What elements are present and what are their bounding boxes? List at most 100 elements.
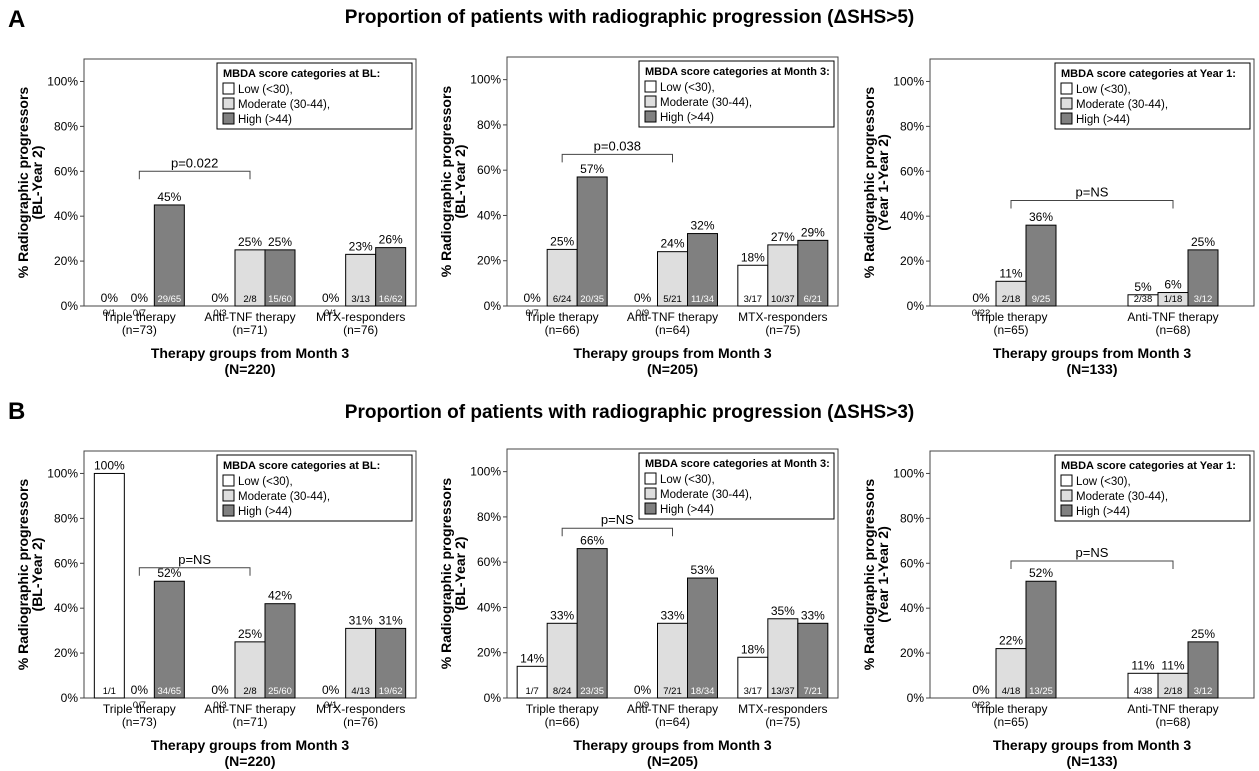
chart2-y-tick-label: 100% <box>470 73 501 87</box>
chart1-y-axis-label: % Radiographic progressors <box>15 87 31 279</box>
chart2-bar-count-label: 10/37 <box>771 294 795 305</box>
chart2-y-axis-label: (BL-Year 2) <box>452 145 468 219</box>
chart6-legend-entry: Low (<30), <box>1076 476 1131 488</box>
chart4-legend-swatch <box>222 504 235 517</box>
chart6-plot-frame <box>929 450 1255 699</box>
chart6-x-axis-title: Therapy groups from Month 3 <box>993 737 1192 753</box>
chart2-bar-value-label: 57% <box>580 162 604 176</box>
chart4-bar-count-label: 19/62 <box>379 686 403 697</box>
chart3-y-tick-label: 0% <box>907 299 925 313</box>
chart3-y-tick-label: 20% <box>900 254 924 268</box>
chart2-category-label: Anti-TNF therapy <box>627 310 718 324</box>
chart3-bar-count-label: 9/25 <box>1032 294 1051 305</box>
chart3-bar-count-label: 3/12 <box>1194 294 1213 305</box>
chart1-category-label: Anti-TNF therapy <box>204 310 295 324</box>
chart5-y-tick-label: 80% <box>477 510 501 524</box>
chart5-bar <box>767 618 799 699</box>
chart4-legend-swatch <box>222 474 235 487</box>
chart5-bar-value-label: 14% <box>520 651 544 665</box>
chart5-significance-bracket <box>561 527 673 537</box>
chart5-bar-value-label: 66% <box>580 534 604 548</box>
chart1-legend-title: MBDA score categories at BL: <box>223 68 380 80</box>
chart1-x-axis-subtitle: (N=220) <box>225 361 276 377</box>
chart6-bar-value-label: 52% <box>1029 566 1053 580</box>
chart6-category-label: Triple therapy <box>975 702 1048 716</box>
chart3-bar-value-label: 11% <box>999 266 1022 280</box>
chart1-bar-value-label: 25% <box>268 235 292 249</box>
chart4-category-label: MTX-responders <box>316 702 405 716</box>
chart2-category-label: Triple therapy <box>526 310 599 324</box>
chart3-bar-value-label: 6% <box>1164 278 1182 292</box>
chart2-significance-bracket <box>561 153 673 163</box>
chart3-bar-value-label: 0% <box>972 291 990 305</box>
chart1-y-tick-label: 60% <box>54 164 78 178</box>
chart4-y-axis-label: (BL-Year 2) <box>29 538 45 612</box>
chart6-legend-box <box>1054 454 1251 522</box>
chart6-bar-count-label: 13/25 <box>1029 686 1053 697</box>
chart5-bar-value-label: 33% <box>660 608 684 622</box>
chart6-y-tick-label: 80% <box>900 511 924 525</box>
chart5-bar <box>546 622 578 699</box>
chart3-y-tick-label: 40% <box>900 209 924 223</box>
chart5-bar <box>797 622 829 699</box>
chart2-category-n-label: (n=66) <box>545 323 580 337</box>
chart6-legend-swatch <box>1060 504 1073 517</box>
chart5-bar-count-label: 18/34 <box>691 686 715 697</box>
chart1-bar-value-label: 25% <box>238 235 262 249</box>
chart5-legend-swatch <box>644 487 657 500</box>
chart2-p-value-label: p=0.038 <box>594 138 641 153</box>
chart1-bar-value-label: 0% <box>101 291 119 305</box>
chart5-bar-count-label: 13/37 <box>771 686 795 697</box>
chart6-bar-count-label: 0/22 <box>972 700 991 711</box>
chart3-y-axis-label: % Radiographic progressors <box>861 87 877 279</box>
chart3-legend-title: MBDA score categories at Year 1: <box>1061 68 1236 80</box>
chart6-bar-count-label: 4/18 <box>1002 686 1021 697</box>
chart3-x-axis-title: Therapy groups from Month 3 <box>993 345 1192 361</box>
chart1-category-n-label: (n=73) <box>122 323 157 337</box>
chart5-bar-count-label: 0/9 <box>636 700 649 711</box>
chart5-bar-count-label: 7/21 <box>663 686 682 697</box>
chart1-bar-count-label: 29/65 <box>157 294 181 305</box>
chart1-y-tick-label: 20% <box>54 254 78 268</box>
chart5-y-tick-label: 20% <box>477 646 501 660</box>
chart5-category-label: MTX-responders <box>738 702 827 716</box>
chart4-legend-entry: High (>44) <box>238 506 292 518</box>
chart2-bar-value-label: 27% <box>771 230 795 244</box>
chart6-p-value-label: p=NS <box>1076 545 1109 560</box>
chart6-bar <box>1127 672 1159 699</box>
chart1-legend-entry: Low (<30), <box>238 84 293 96</box>
chart2-category-n-label: (n=64) <box>655 323 690 337</box>
chart3-bar <box>1025 224 1057 307</box>
chart6-bar-value-label: 0% <box>972 683 990 697</box>
chart1-legend-box <box>216 62 413 130</box>
chart6-bar-count-label: 2/18 <box>1164 686 1183 697</box>
chart3-category-n-label: (n=65) <box>993 323 1028 337</box>
chart4-bar-value-label: 42% <box>268 589 292 603</box>
chart2-bar-count-label: 3/17 <box>744 294 763 305</box>
chart2-y-tick-label: 0% <box>484 299 502 313</box>
chart2-bar-count-label: 6/24 <box>553 294 572 305</box>
chart2-bar-value-label: 24% <box>660 237 684 251</box>
chart2-bar-count-label: 11/34 <box>691 294 714 305</box>
chart3-bar <box>1187 249 1219 307</box>
chart3-bar-value-label: 36% <box>1029 210 1053 224</box>
chart4-bar-count-label: 0/3 <box>213 700 226 711</box>
chart1-y-tick-label: 80% <box>54 119 78 133</box>
chart3-legend-entry: Low (<30), <box>1076 84 1131 96</box>
chart2-bar <box>767 244 799 307</box>
chart6-bar-count-label: 3/12 <box>1194 686 1213 697</box>
chart3-category-label: Triple therapy <box>975 310 1048 324</box>
chart4-bar-value-label: 0% <box>131 683 149 697</box>
chart2-legend-swatch <box>644 95 657 108</box>
chart5-y-axis-label: (BL-Year 2) <box>452 537 468 611</box>
chart5-bar-value-label: 0% <box>634 683 652 697</box>
chart5-category-n-label: (n=75) <box>765 715 800 729</box>
chart5-bar <box>687 577 718 699</box>
section-title-a: Proportion of patients with radiographic… <box>344 7 915 28</box>
chart6-y-tick-label: 40% <box>900 601 924 615</box>
chart5-legend-title: MBDA score categories at Month 3: <box>645 458 830 470</box>
chart1-bar-value-label: 45% <box>157 190 181 204</box>
chart4-bar <box>345 627 377 699</box>
chart2-category-n-label: (n=75) <box>765 323 800 337</box>
chart5-bar <box>516 665 548 699</box>
